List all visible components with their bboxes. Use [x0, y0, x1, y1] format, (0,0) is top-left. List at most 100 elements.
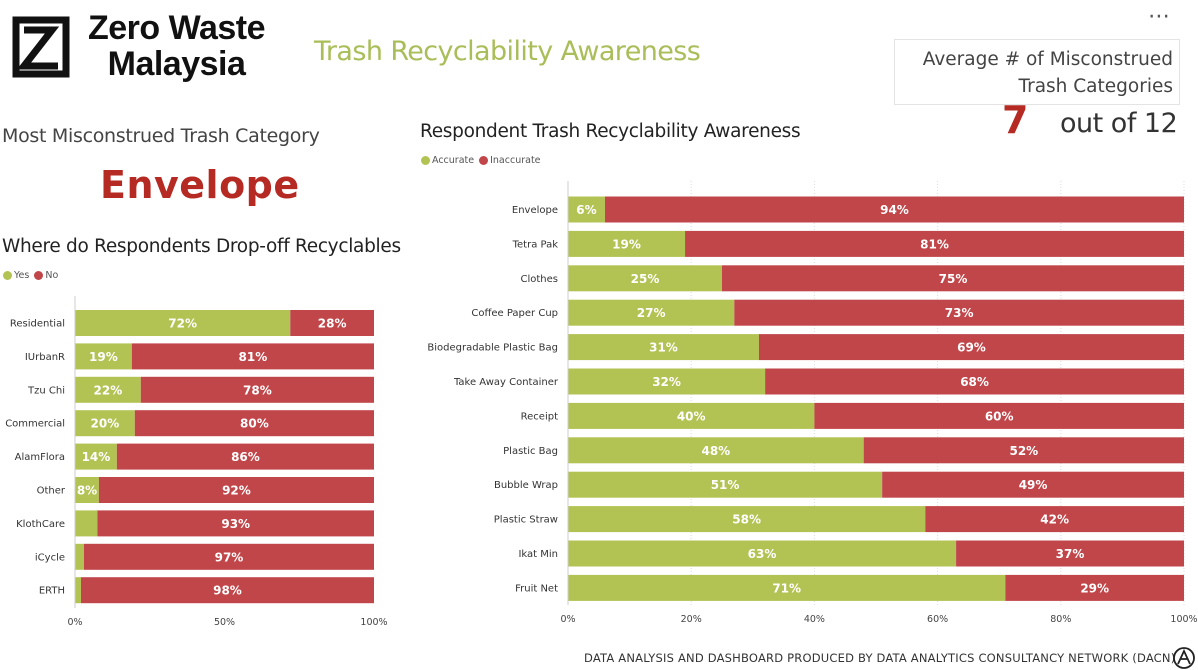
footer-credit: DATA ANALYSIS AND DASHBOARD PRODUCED BY …	[584, 651, 1176, 665]
awareness-category-label: Fruit Net	[515, 583, 558, 594]
awareness-bar-inaccurate-tetra-pak[interactable]	[685, 230, 1184, 257]
dropoff-bar-yes-other[interactable]	[75, 477, 99, 503]
awareness-data-label: 49%	[1019, 478, 1048, 492]
dropoff-category-label: iCycle	[35, 552, 65, 563]
awareness-bar-chart[interactable]: Envelope 6% 94% Tetra Pak 19% 81% Clothes 25% 75…	[400, 175, 1198, 640]
awareness-data-label: 29%	[1080, 581, 1109, 595]
awareness-data-label: 40%	[677, 409, 706, 423]
awareness-category-label: Biodegradable Plastic Bag	[427, 343, 558, 354]
zero-waste-logo-icon	[12, 16, 70, 78]
dropoff-bar-no-other[interactable]	[98, 477, 375, 503]
awareness-data-label: 69%	[957, 341, 986, 355]
kpi-label-line2: Trash Categories	[1018, 76, 1174, 97]
awareness-bar-accurate-clothes[interactable]	[568, 265, 722, 292]
kpi-card: Average # of Misconstrued Trash Categori…	[894, 39, 1180, 105]
kpi-suffix: out of 12	[1060, 108, 1178, 139]
awareness-category-label: Plastic Straw	[494, 515, 558, 526]
dropoff-category-label: Other	[37, 486, 66, 497]
awareness-data-label: 94%	[880, 203, 909, 217]
dropoff-category-label: KlothCare	[16, 519, 65, 530]
awareness-bar-inaccurate-bubble-wrap[interactable]	[882, 471, 1184, 498]
legend-item-accurate[interactable]: Accurate	[421, 155, 474, 166]
awareness-bar-accurate-tetra-pak[interactable]	[568, 230, 686, 257]
legend-item-inaccurate[interactable]: Inaccurate	[479, 155, 541, 166]
dropoff-x-tick-label: 100%	[360, 617, 387, 628]
awareness-bar-accurate-plastic-straw[interactable]	[568, 506, 926, 533]
legend-swatch-yes	[3, 271, 12, 280]
dropoff-bar-no-erth[interactable]	[80, 577, 374, 604]
dropoff-bar-no-tzu-chi[interactable]	[140, 376, 374, 403]
dropoff-data-label: 86%	[231, 450, 260, 464]
legend-item-no[interactable]: No	[34, 270, 58, 281]
awareness-bar-accurate-receipt[interactable]	[568, 402, 815, 429]
dropoff-bar-yes-icycle[interactable]	[75, 543, 84, 570]
awareness-bar-inaccurate-fruit-net[interactable]	[1005, 574, 1184, 601]
awareness-bar-accurate-fruit-net[interactable]	[568, 574, 1006, 601]
awareness-data-label: 68%	[960, 375, 989, 389]
awareness-bar-inaccurate-clothes[interactable]	[722, 265, 1184, 292]
dropoff-bar-no-commercial[interactable]	[134, 410, 374, 437]
dropoff-data-label: 28%	[318, 317, 347, 331]
dropoff-category-label: Commercial	[5, 419, 65, 430]
awareness-category-label: Plastic Bag	[503, 446, 558, 457]
dropoff-data-label: 97%	[215, 550, 244, 564]
awareness-bar-accurate-envelope[interactable]	[568, 196, 605, 223]
dropoff-bar-yes-commercial[interactable]	[75, 410, 135, 437]
dropoff-category-label: Tzu Chi	[27, 385, 65, 396]
awareness-bar-inaccurate-receipt[interactable]	[814, 402, 1184, 429]
awareness-category-label: Coffee Paper Cup	[471, 308, 558, 319]
awareness-bar-inaccurate-envelope[interactable]	[604, 196, 1184, 223]
dropoff-bar-no-klothcare[interactable]	[97, 510, 375, 537]
dropoff-legend[interactable]: Yes No	[3, 270, 63, 281]
awareness-bar-inaccurate-take-away-container[interactable]	[765, 368, 1184, 395]
dropoff-bar-chart[interactable]: Residential 72% 28% IUrbanR 19% 81% Tzu Chi 22%…	[0, 290, 400, 640]
legend-swatch-no	[34, 271, 44, 280]
dropoff-bar-no-icycle[interactable]	[83, 543, 374, 570]
awareness-legend[interactable]: Accurate Inaccurate	[421, 155, 546, 166]
legend-label-no: No	[45, 270, 59, 281]
dropoff-bar-yes-iurbanr[interactable]	[75, 343, 132, 370]
awareness-bar-inaccurate-coffee-paper-cup[interactable]	[734, 299, 1184, 326]
awareness-chart-title: Respondent Trash Recyclability Awareness	[420, 121, 801, 142]
awareness-bar-accurate-ikat-min[interactable]	[568, 540, 957, 567]
dropoff-bar-yes-klothcare[interactable]	[75, 510, 98, 537]
awareness-bar-inaccurate-plastic-straw[interactable]	[925, 506, 1184, 533]
dacn-logo-icon	[1173, 647, 1195, 669]
dropoff-data-label: 92%	[222, 484, 251, 498]
dropoff-bar-yes-erth[interactable]	[75, 577, 81, 604]
dropoff-category-label: Residential	[10, 319, 65, 330]
awareness-data-label: 25%	[631, 272, 660, 286]
legend-item-yes[interactable]: Yes	[3, 270, 29, 281]
awareness-data-label: 42%	[1040, 513, 1069, 527]
awareness-bar-inaccurate-ikat-min[interactable]	[956, 540, 1184, 567]
dropoff-bar-no-alamflora[interactable]	[116, 443, 375, 470]
dropoff-data-label: 72%	[168, 317, 197, 331]
dropoff-data-label: 81%	[239, 350, 268, 364]
awareness-data-label: 52%	[1009, 444, 1038, 458]
dropoff-chart-title: Where do Respondents Drop-off Recyclable…	[2, 236, 401, 257]
awareness-bar-inaccurate-plastic-bag[interactable]	[863, 437, 1184, 464]
dropoff-category-label: IUrbanR	[25, 352, 65, 363]
awareness-bar-accurate-take-away-container[interactable]	[568, 368, 766, 395]
dropoff-bar-no-residential[interactable]	[290, 310, 374, 336]
awareness-data-label: 27%	[637, 306, 666, 320]
dropoff-data-label: 20%	[91, 417, 120, 431]
awareness-data-label: 75%	[939, 272, 968, 286]
dropoff-bar-yes-alamflora[interactable]	[75, 443, 117, 470]
awareness-category-label: Clothes	[521, 274, 559, 285]
awareness-category-label: Ikat Min	[518, 549, 558, 560]
dropoff-bar-yes-residential[interactable]	[75, 310, 291, 336]
awareness-bar-accurate-coffee-paper-cup[interactable]	[568, 299, 735, 326]
dropoff-data-label: 8%	[77, 484, 97, 498]
awareness-bar-accurate-plastic-bag[interactable]	[568, 437, 864, 464]
dropoff-category-label: ERTH	[39, 586, 65, 597]
dropoff-x-tick-label: 50%	[214, 617, 235, 628]
awareness-bar-inaccurate-biodegradable-plastic-bag[interactable]	[758, 334, 1184, 361]
awareness-x-tick-label: 0%	[560, 614, 575, 625]
awareness-bar-accurate-bubble-wrap[interactable]	[568, 471, 883, 498]
awareness-bar-accurate-biodegradable-plastic-bag[interactable]	[568, 334, 759, 361]
more-options-icon[interactable]: ⋯	[1148, 4, 1171, 29]
awareness-data-label: 6%	[576, 203, 596, 217]
dropoff-bar-yes-tzu-chi[interactable]	[75, 376, 141, 403]
dropoff-bar-no-iurbanr[interactable]	[131, 343, 374, 370]
